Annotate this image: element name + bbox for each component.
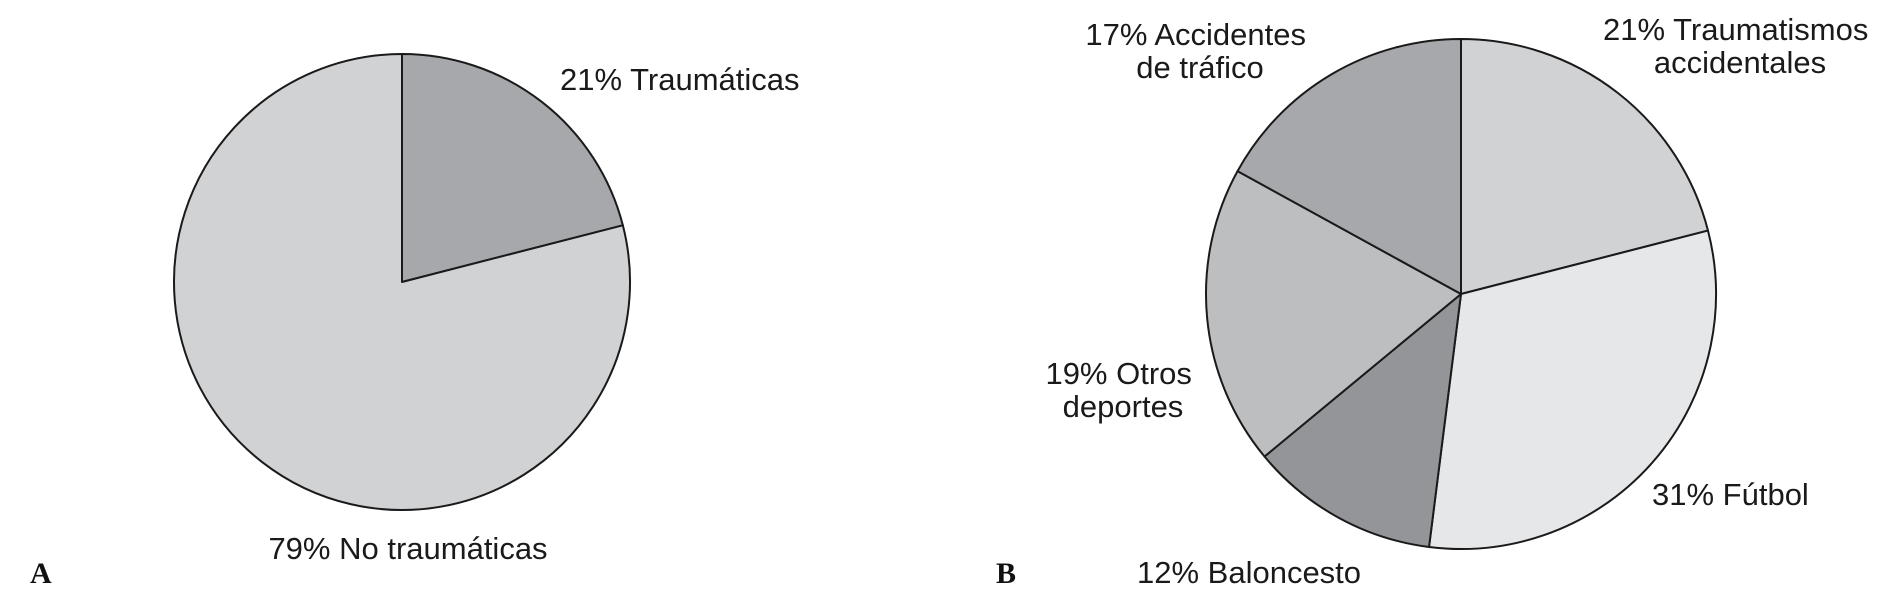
label-traumaticas: 21% Traumáticas — [560, 62, 800, 97]
label-traumatismos-accidentales-line: accidentales — [1654, 45, 1826, 80]
label-otros-deportes-line: 19% Otros — [1045, 356, 1191, 391]
pie-slice-traumaticas — [401, 53, 624, 283]
pie-chart-a: 21% Traumáticas 79% No traumáticas A — [30, 53, 800, 590]
pie-a-slices — [173, 53, 631, 511]
pie-b-slices — [1205, 38, 1717, 550]
pie-slice-otros-deportes — [1205, 170, 1462, 458]
label-futbol: 31% Fútbol — [1652, 477, 1809, 512]
label-accidentes-trafico-line: 17% Accidentes — [1085, 17, 1306, 52]
pie-slice-baloncesto — [1263, 293, 1462, 548]
panel-letter-b: B — [996, 557, 1016, 590]
panel-letter-a: A — [30, 557, 52, 590]
label-accidentes-trafico-line: de tráfico — [1136, 50, 1264, 85]
pie-chart-b: 21% Traumatismos accidentales 31% Fútbol… — [996, 12, 1877, 590]
pie-slice-accidentes-de-trafico — [1236, 38, 1462, 295]
label-accidentes-trafico: 17% Accidentes de tráfico — [1085, 17, 1314, 85]
label-no-traumaticas: 79% No traumáticas — [268, 531, 547, 566]
pie-slice-traumatismos-accidentales — [1460, 38, 1709, 295]
pie-slice-no-traumaticas — [173, 53, 631, 511]
pie-slice-futbol — [1428, 229, 1717, 550]
label-traumatismos-accidentales-line: 21% Traumatismos — [1603, 12, 1868, 47]
label-otros-deportes: 19% Otros deportes — [1045, 356, 1200, 424]
label-traumatismos-accidentales: 21% Traumatismos accidentales — [1603, 12, 1877, 80]
label-otros-deportes-line: deportes — [1063, 389, 1184, 424]
label-baloncesto: 12% Baloncesto — [1137, 555, 1361, 590]
